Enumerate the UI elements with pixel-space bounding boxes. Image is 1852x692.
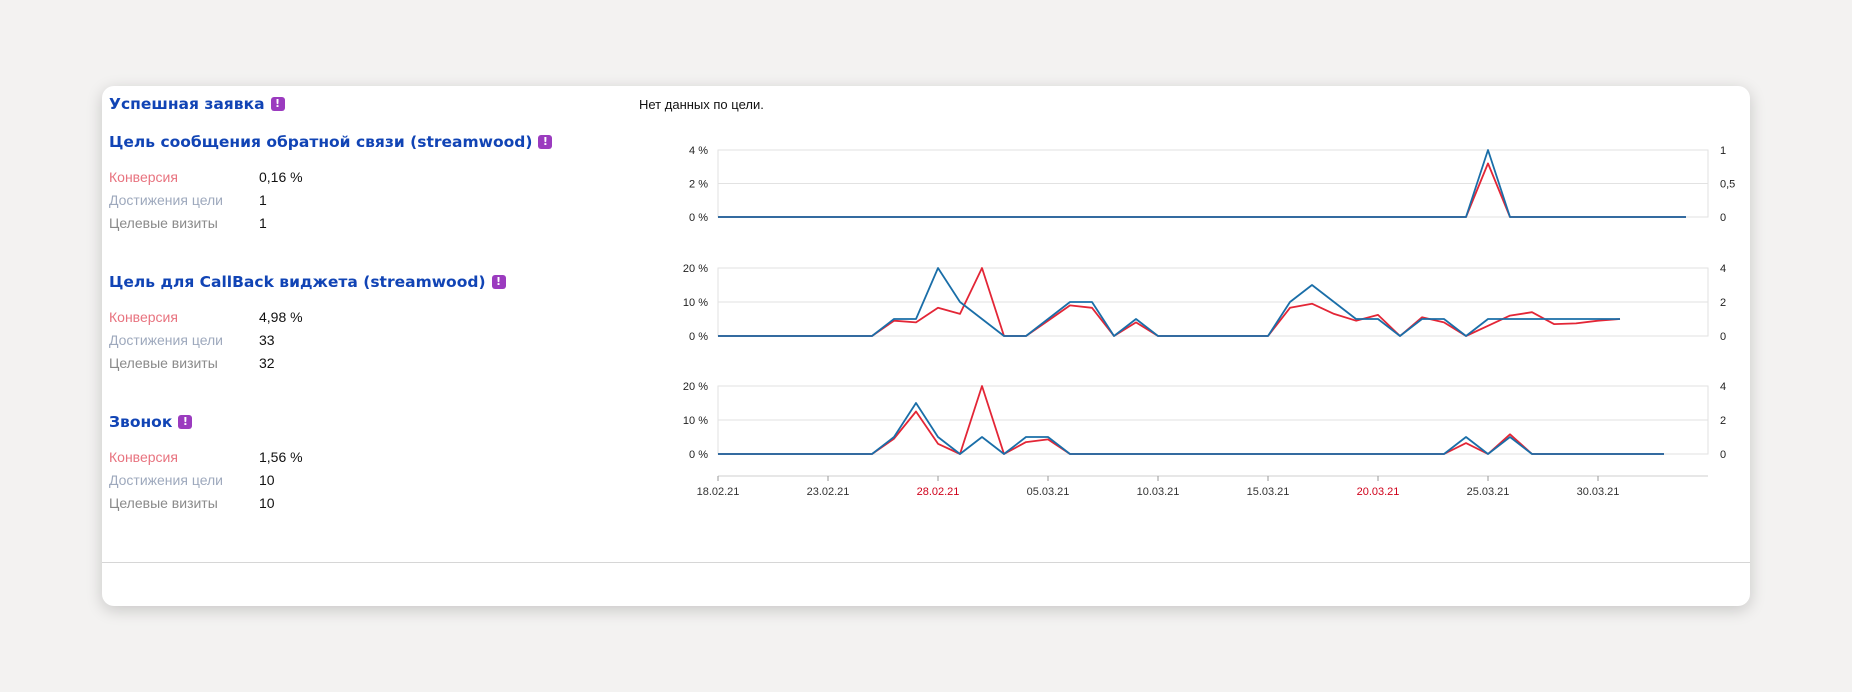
metric-conversion: Конверсия 4,98 %	[109, 309, 303, 325]
goal-charts: 4 % 2 % 0 % 1 0,5 0 20 % 10 % 0 % 4 2 0 20 % 10 % 0 % 4…	[683, 145, 1735, 498]
goal-title-feedback[interactable]: Цель сообщения обратной связи (streamwoo…	[109, 133, 553, 151]
goal-title-successful-request[interactable]: Успешная заявка!	[109, 95, 285, 113]
left-axis-tick: 10 %	[683, 415, 708, 427]
no-data-message: Нет данных по цели.	[639, 97, 764, 112]
right-axis-tick: 0	[1720, 212, 1726, 224]
right-axis-tick: 2	[1720, 297, 1726, 309]
x-axis-label: 15.03.21	[1247, 486, 1290, 498]
x-axis-label: 10.03.21	[1137, 486, 1180, 498]
left-axis-tick: 10 %	[683, 297, 708, 309]
left-axis-tick: 0 %	[689, 212, 708, 224]
reaches-series-line	[718, 402, 1664, 455]
right-axis-tick: 0	[1720, 331, 1726, 343]
left-axis-tick: 0 %	[689, 331, 708, 343]
metric-conversion: Конверсия 1,56 %	[109, 449, 303, 465]
reaches-series-line	[718, 267, 1620, 337]
x-axis-label: 20.03.21	[1357, 486, 1400, 498]
metric-visits: Целевые визиты 1	[109, 215, 267, 231]
right-axis-tick: 1	[1720, 145, 1726, 157]
warning-badge-icon[interactable]: !	[491, 275, 506, 289]
right-axis-tick: 4	[1720, 381, 1726, 393]
left-axis-tick: 20 %	[683, 263, 708, 275]
goal-title-call[interactable]: Звонок!	[109, 413, 193, 431]
left-axis-tick: 4 %	[689, 145, 708, 157]
goal-title-callback[interactable]: Цель для CallBack виджета (streamwood)!	[109, 273, 506, 291]
divider	[102, 562, 1750, 563]
x-axis-label: 28.02.21	[917, 486, 960, 498]
metric-visits: Целевые визиты 32	[109, 355, 275, 371]
x-axis-label: 05.03.21	[1027, 486, 1070, 498]
conversion-series-line	[718, 162, 1686, 218]
x-axis-label: 18.02.21	[697, 486, 740, 498]
left-axis-tick: 2 %	[689, 179, 708, 191]
left-axis-tick: 0 %	[689, 449, 708, 461]
metric-reaches: Достижения цели 1	[109, 192, 267, 208]
goals-report-card: Успешная заявка! Нет данных по цели. Цел…	[102, 86, 1750, 606]
metric-conversion: Конверсия 0,16 %	[109, 169, 303, 185]
warning-badge-icon[interactable]: !	[538, 135, 553, 149]
x-axis-label: 25.03.21	[1467, 486, 1510, 498]
right-axis-tick: 0	[1720, 449, 1726, 461]
metric-visits: Целевые визиты 10	[109, 495, 275, 511]
metric-reaches: Достижения цели 10	[109, 472, 275, 488]
warning-badge-icon[interactable]: !	[178, 415, 193, 429]
warning-badge-icon[interactable]: !	[270, 97, 285, 111]
right-axis-tick: 4	[1720, 263, 1726, 275]
right-axis-tick: 2	[1720, 415, 1726, 427]
reaches-series-line	[718, 149, 1686, 218]
x-axis-label: 23.02.21	[807, 486, 850, 498]
left-axis-tick: 20 %	[683, 381, 708, 393]
x-axis-label: 30.03.21	[1577, 486, 1620, 498]
metric-reaches: Достижения цели 33	[109, 332, 275, 348]
right-axis-tick: 0,5	[1720, 179, 1735, 191]
